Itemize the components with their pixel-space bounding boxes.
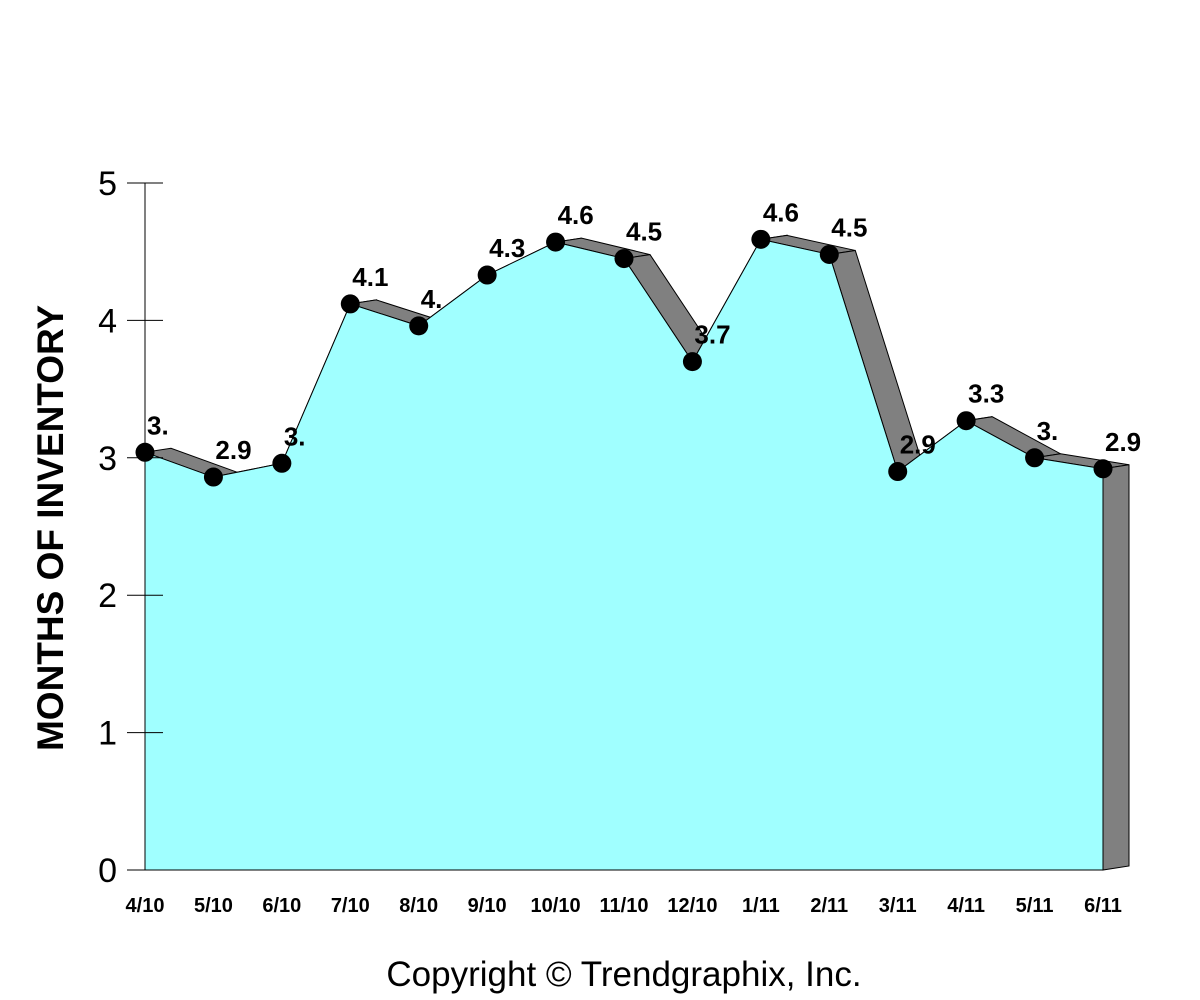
x-tick-label: 9/10 <box>468 895 507 917</box>
x-tick-label: 8/10 <box>399 895 438 917</box>
data-point <box>682 352 702 372</box>
y-tick-label: 1 <box>98 715 117 753</box>
data-point <box>819 244 839 264</box>
data-point <box>888 462 908 482</box>
data-point <box>614 249 634 269</box>
x-tick-label: 4/10 <box>126 895 165 917</box>
data-label: 3. <box>1037 416 1059 446</box>
data-point <box>546 232 566 252</box>
data-point <box>477 265 497 285</box>
data-label: 2.9 <box>215 435 251 465</box>
y-tick-label: 5 <box>98 165 117 203</box>
data-point <box>203 467 223 487</box>
data-label: 4.6 <box>558 200 594 230</box>
data-label: 3.7 <box>694 320 730 350</box>
y-tick-label: 3 <box>98 440 117 478</box>
data-point <box>340 294 360 314</box>
data-point <box>1025 448 1045 468</box>
x-tick-label: 5/11 <box>1016 895 1054 917</box>
data-label: 3. <box>147 410 169 440</box>
data-labels: 3. 2.9 3. 4.1 4. 4.3 4.6 4.5 3.7 4.6 4.5 2.9 3.3 3. 2.… <box>147 197 1141 465</box>
x-tick-label: 2/11 <box>810 895 848 917</box>
data-label: 2.9 <box>1105 427 1141 457</box>
data-point <box>135 442 155 462</box>
data-point <box>409 316 429 336</box>
data-label: 4.3 <box>489 233 525 263</box>
data-label: 4.5 <box>626 217 662 247</box>
data-point <box>956 411 976 431</box>
y-axis-label: MONTHS OF INVENTORY <box>30 305 71 751</box>
x-tick-label: 6/10 <box>262 895 301 917</box>
data-point <box>272 453 292 473</box>
data-point <box>751 229 771 249</box>
data-point <box>1093 459 1113 479</box>
x-tick-label: 5/10 <box>194 895 233 917</box>
data-label: 3.3 <box>968 379 1004 409</box>
data-label: 2.9 <box>900 430 936 460</box>
markers <box>135 229 1113 487</box>
x-tick-label: 4/11 <box>947 895 985 917</box>
data-label: 4.6 <box>763 197 799 227</box>
data-label: 4. <box>421 284 443 314</box>
data-label: 3. <box>284 421 306 451</box>
copyright-text: Copyright © Trendgraphix, Inc. <box>386 955 861 994</box>
data-label: 4.1 <box>352 262 388 292</box>
x-tick-label: 6/11 <box>1084 895 1122 917</box>
x-tick-label: 1/11 <box>742 895 780 917</box>
x-tick-label: 3/11 <box>879 895 917 917</box>
data-label: 4.5 <box>831 212 867 242</box>
y-tick-label: 0 <box>98 852 117 890</box>
y-tick-label: 2 <box>98 577 117 615</box>
x-tick-label: 7/10 <box>331 895 370 917</box>
x-tick-label: 10/10 <box>531 895 581 917</box>
x-axis-ticks: 4/10 5/10 6/10 7/10 8/10 9/10 10/10 11/10 12/10 1… <box>126 895 1122 917</box>
y-axis: 0 1 2 3 4 5 <box>98 165 163 890</box>
area-depth-side <box>1102 464 1130 871</box>
x-tick-label: 12/10 <box>667 895 717 917</box>
x-tick-label: 11/10 <box>600 895 649 917</box>
y-tick-label: 4 <box>98 302 117 340</box>
area-fill <box>144 238 1104 871</box>
